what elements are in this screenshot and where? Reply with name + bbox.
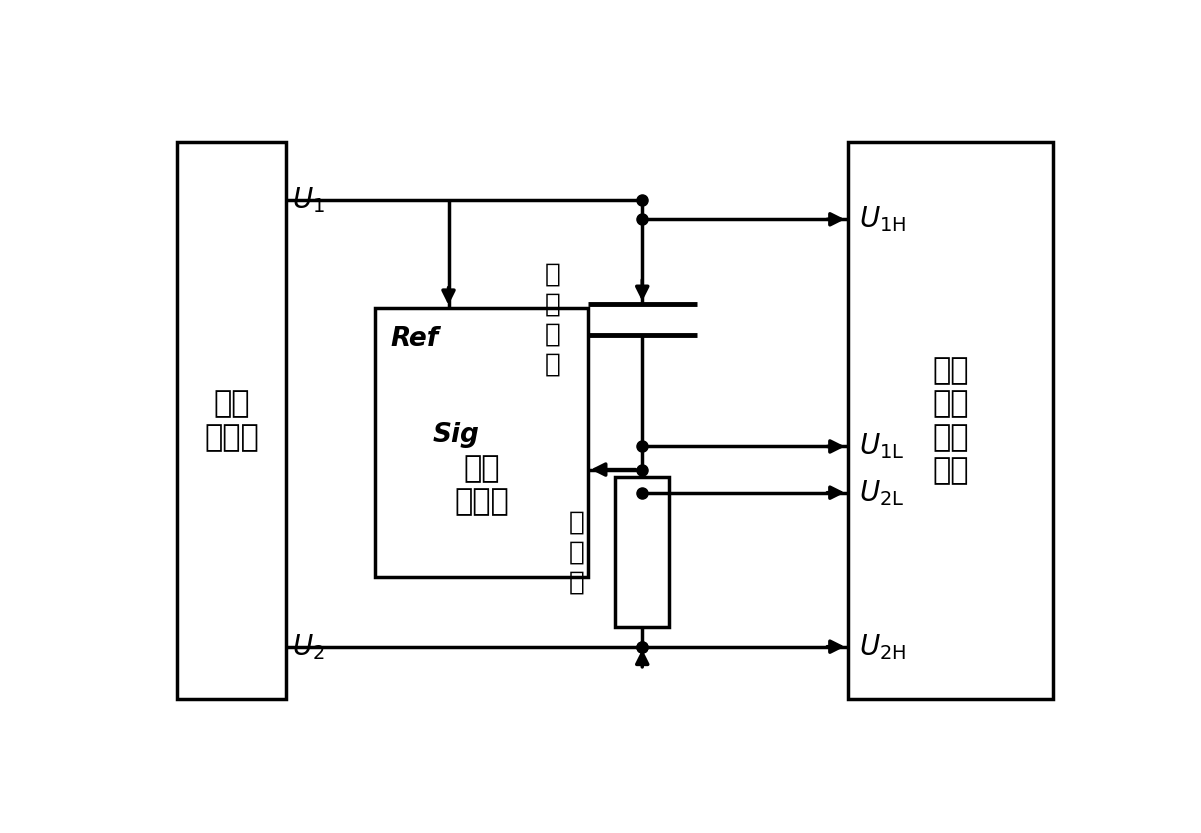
Text: Sig: Sig: [434, 421, 480, 448]
Text: $\it{U}$$_\mathrm{2H}$: $\it{U}$$_\mathrm{2H}$: [859, 631, 907, 661]
Bar: [848, 142, 1053, 699]
Text: 双路
数据
采集
系统: 双路 数据 采集 系统: [932, 356, 968, 486]
Text: 双路
信号源: 双路 信号源: [204, 389, 259, 452]
Text: $\it{U}$$_2$: $\it{U}$$_2$: [292, 631, 325, 661]
Bar: [178, 142, 286, 699]
Bar: [615, 477, 669, 627]
Text: $\it{U}$$_\mathrm{1H}$: $\it{U}$$_\mathrm{1H}$: [859, 204, 907, 234]
Bar: [375, 308, 588, 577]
Text: 分
流
器: 分 流 器: [568, 509, 585, 596]
Text: $\it{U}$$_\mathrm{1L}$: $\it{U}$$_\mathrm{1L}$: [859, 431, 904, 461]
Text: Ref: Ref: [390, 326, 438, 352]
Text: 被
测
电
容: 被 测 电 容: [545, 262, 561, 377]
Text: 锁相
放大器: 锁相 放大器: [454, 454, 509, 516]
Text: $\it{U}$$_\mathrm{2L}$: $\it{U}$$_\mathrm{2L}$: [859, 478, 904, 507]
Text: $\it{U}$$_1$: $\it{U}$$_1$: [292, 185, 325, 215]
